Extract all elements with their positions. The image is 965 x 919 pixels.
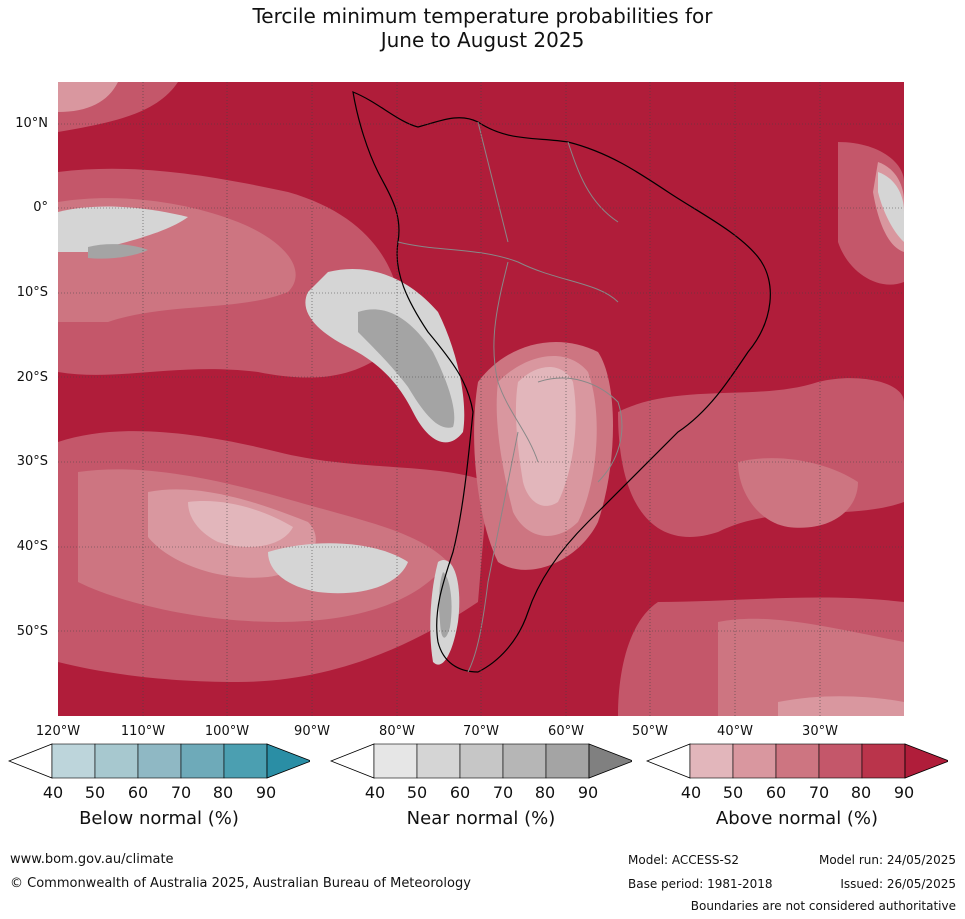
above-40-patches <box>188 367 576 547</box>
title-line-1: Tercile minimum temperature probabilitie… <box>252 4 713 28</box>
cbar2-tick: 90 <box>893 783 915 802</box>
cbar2-tick: 50 <box>722 783 744 802</box>
cbar2-tick: 60 <box>765 783 787 802</box>
colorbar-segment <box>416 743 461 779</box>
lon-label-110w: 110°W <box>120 724 166 739</box>
lon-label-50w: 50°W <box>632 724 668 739</box>
near-normal-title: Near normal (%) <box>406 808 556 829</box>
colorbar-upper-extend <box>588 743 632 779</box>
issued-text: Issued: 26/05/2025 <box>840 877 956 891</box>
map-title: Tercile minimum temperature probabilitie… <box>0 4 965 52</box>
colorbar-lower-extend <box>8 743 53 779</box>
colorbar-below-normal <box>8 743 310 781</box>
map-svg <box>58 82 904 716</box>
cbar1-tick: 40 <box>364 783 386 802</box>
colorbar-segment <box>502 743 547 779</box>
colorbar-segment <box>861 743 906 779</box>
lon-label-70w: 70°W <box>463 724 499 739</box>
base-period-text: Base period: 1981-2018 <box>628 877 773 891</box>
colorbar-upper-extend <box>266 743 310 779</box>
lat-label-40s: 40°S <box>16 539 48 554</box>
cbar1-tick: 50 <box>406 783 428 802</box>
colorbar-upper-extend <box>904 743 948 779</box>
lat-label-10n: 10°N <box>15 116 48 131</box>
cbar0-tick: 80 <box>212 783 234 802</box>
colorbar-segment <box>732 743 777 779</box>
cbar0-tick: 90 <box>255 783 277 802</box>
lat-label-10s: 10°S <box>16 285 48 300</box>
colorbar-lower-extend <box>646 743 691 779</box>
model-text: Model: ACCESS-S2 <box>628 853 740 867</box>
website-link[interactable]: www.bom.gov.au/climate <box>10 852 174 867</box>
lat-label-50s: 50°S <box>16 624 48 639</box>
cbar0-tick: 60 <box>127 783 149 802</box>
lon-label-100w: 100°W <box>204 724 250 739</box>
above-normal-title: Above normal (%) <box>715 808 879 829</box>
lon-label-90w: 90°W <box>294 724 330 739</box>
colorbar-segment <box>223 743 268 779</box>
cbar2-tick: 70 <box>808 783 830 802</box>
colorbar-above-normal <box>646 743 948 781</box>
probability-map <box>58 82 904 716</box>
colorbar-near-normal <box>330 743 632 781</box>
model-run-text: Model run: 24/05/2025 <box>818 853 956 867</box>
cbar2-tick: 80 <box>850 783 872 802</box>
colorbar-segment <box>775 743 820 779</box>
lon-label-80w: 80°W <box>379 724 415 739</box>
colorbar-segment <box>94 743 139 779</box>
cbar1-tick: 80 <box>534 783 556 802</box>
cbar2-tick: 40 <box>680 783 702 802</box>
colorbar-segment <box>137 743 182 779</box>
colorbar-segment <box>459 743 504 779</box>
title-line-2: June to August 2025 <box>380 28 585 52</box>
lon-label-30w: 30°W <box>802 724 838 739</box>
colorbar-segment <box>545 743 590 779</box>
graticule <box>58 82 904 716</box>
lon-label-60w: 60°W <box>548 724 584 739</box>
cbar0-tick: 70 <box>170 783 192 802</box>
colorbar-segment <box>180 743 225 779</box>
cbar1-tick: 70 <box>492 783 514 802</box>
cbar0-tick: 40 <box>42 783 64 802</box>
colorbar-segment <box>51 743 96 779</box>
cbar1-tick: 60 <box>449 783 471 802</box>
lat-label-30s: 30°S <box>16 454 48 469</box>
disclaimer-text: Boundaries are not considered authoritat… <box>690 899 956 913</box>
lat-label-20s: 20°S <box>16 370 48 385</box>
country-boundaries <box>397 121 623 673</box>
colorbar-segment <box>373 743 418 779</box>
near-normal-high-patches <box>88 244 455 638</box>
lon-label-40w: 40°W <box>717 724 753 739</box>
lat-label-0: 0° <box>33 200 48 215</box>
below-normal-title: Below normal (%) <box>79 808 239 829</box>
colorbar-segment <box>818 743 863 779</box>
cbar1-tick: 90 <box>577 783 599 802</box>
colorbar-lower-extend <box>330 743 375 779</box>
lon-label-120w: 120°W <box>35 724 81 739</box>
copyright-text: © Commonwealth of Australia 2025, Austra… <box>10 876 471 891</box>
cbar0-tick: 50 <box>84 783 106 802</box>
colorbar-segment <box>689 743 734 779</box>
